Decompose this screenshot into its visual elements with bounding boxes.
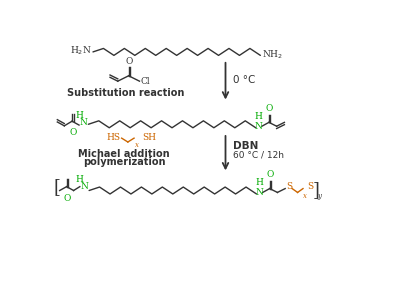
Text: O: O: [267, 170, 274, 179]
Text: x: x: [135, 141, 139, 149]
Text: O: O: [69, 128, 76, 137]
Text: [: [: [54, 178, 60, 196]
Text: N: N: [81, 182, 88, 191]
Text: Michael addition: Michael addition: [78, 148, 170, 158]
Text: 0 °C: 0 °C: [233, 75, 256, 85]
Text: O: O: [266, 104, 273, 113]
Text: Cl: Cl: [140, 78, 150, 86]
Text: SH: SH: [142, 133, 156, 142]
Text: HS: HS: [106, 133, 120, 142]
Text: N: N: [80, 118, 88, 127]
Text: 60 °C / 12h: 60 °C / 12h: [233, 150, 284, 160]
Text: H: H: [76, 175, 84, 184]
Text: H: H: [256, 178, 263, 187]
Text: DBN: DBN: [233, 141, 258, 151]
Text: H$_2$N: H$_2$N: [70, 45, 92, 57]
Text: y: y: [318, 192, 322, 200]
Text: ]: ]: [313, 181, 320, 199]
Text: S: S: [307, 182, 313, 191]
Text: S: S: [287, 182, 293, 191]
Text: O: O: [64, 194, 71, 203]
Text: Substitution reaction: Substitution reaction: [67, 88, 184, 98]
Text: NH$_2$: NH$_2$: [262, 48, 283, 61]
Text: polymerization: polymerization: [83, 157, 165, 167]
Text: H: H: [255, 112, 263, 121]
Text: O: O: [126, 57, 133, 66]
Text: x: x: [303, 192, 307, 200]
Text: N: N: [256, 188, 263, 197]
Text: N: N: [255, 122, 263, 131]
Text: H: H: [75, 111, 83, 120]
